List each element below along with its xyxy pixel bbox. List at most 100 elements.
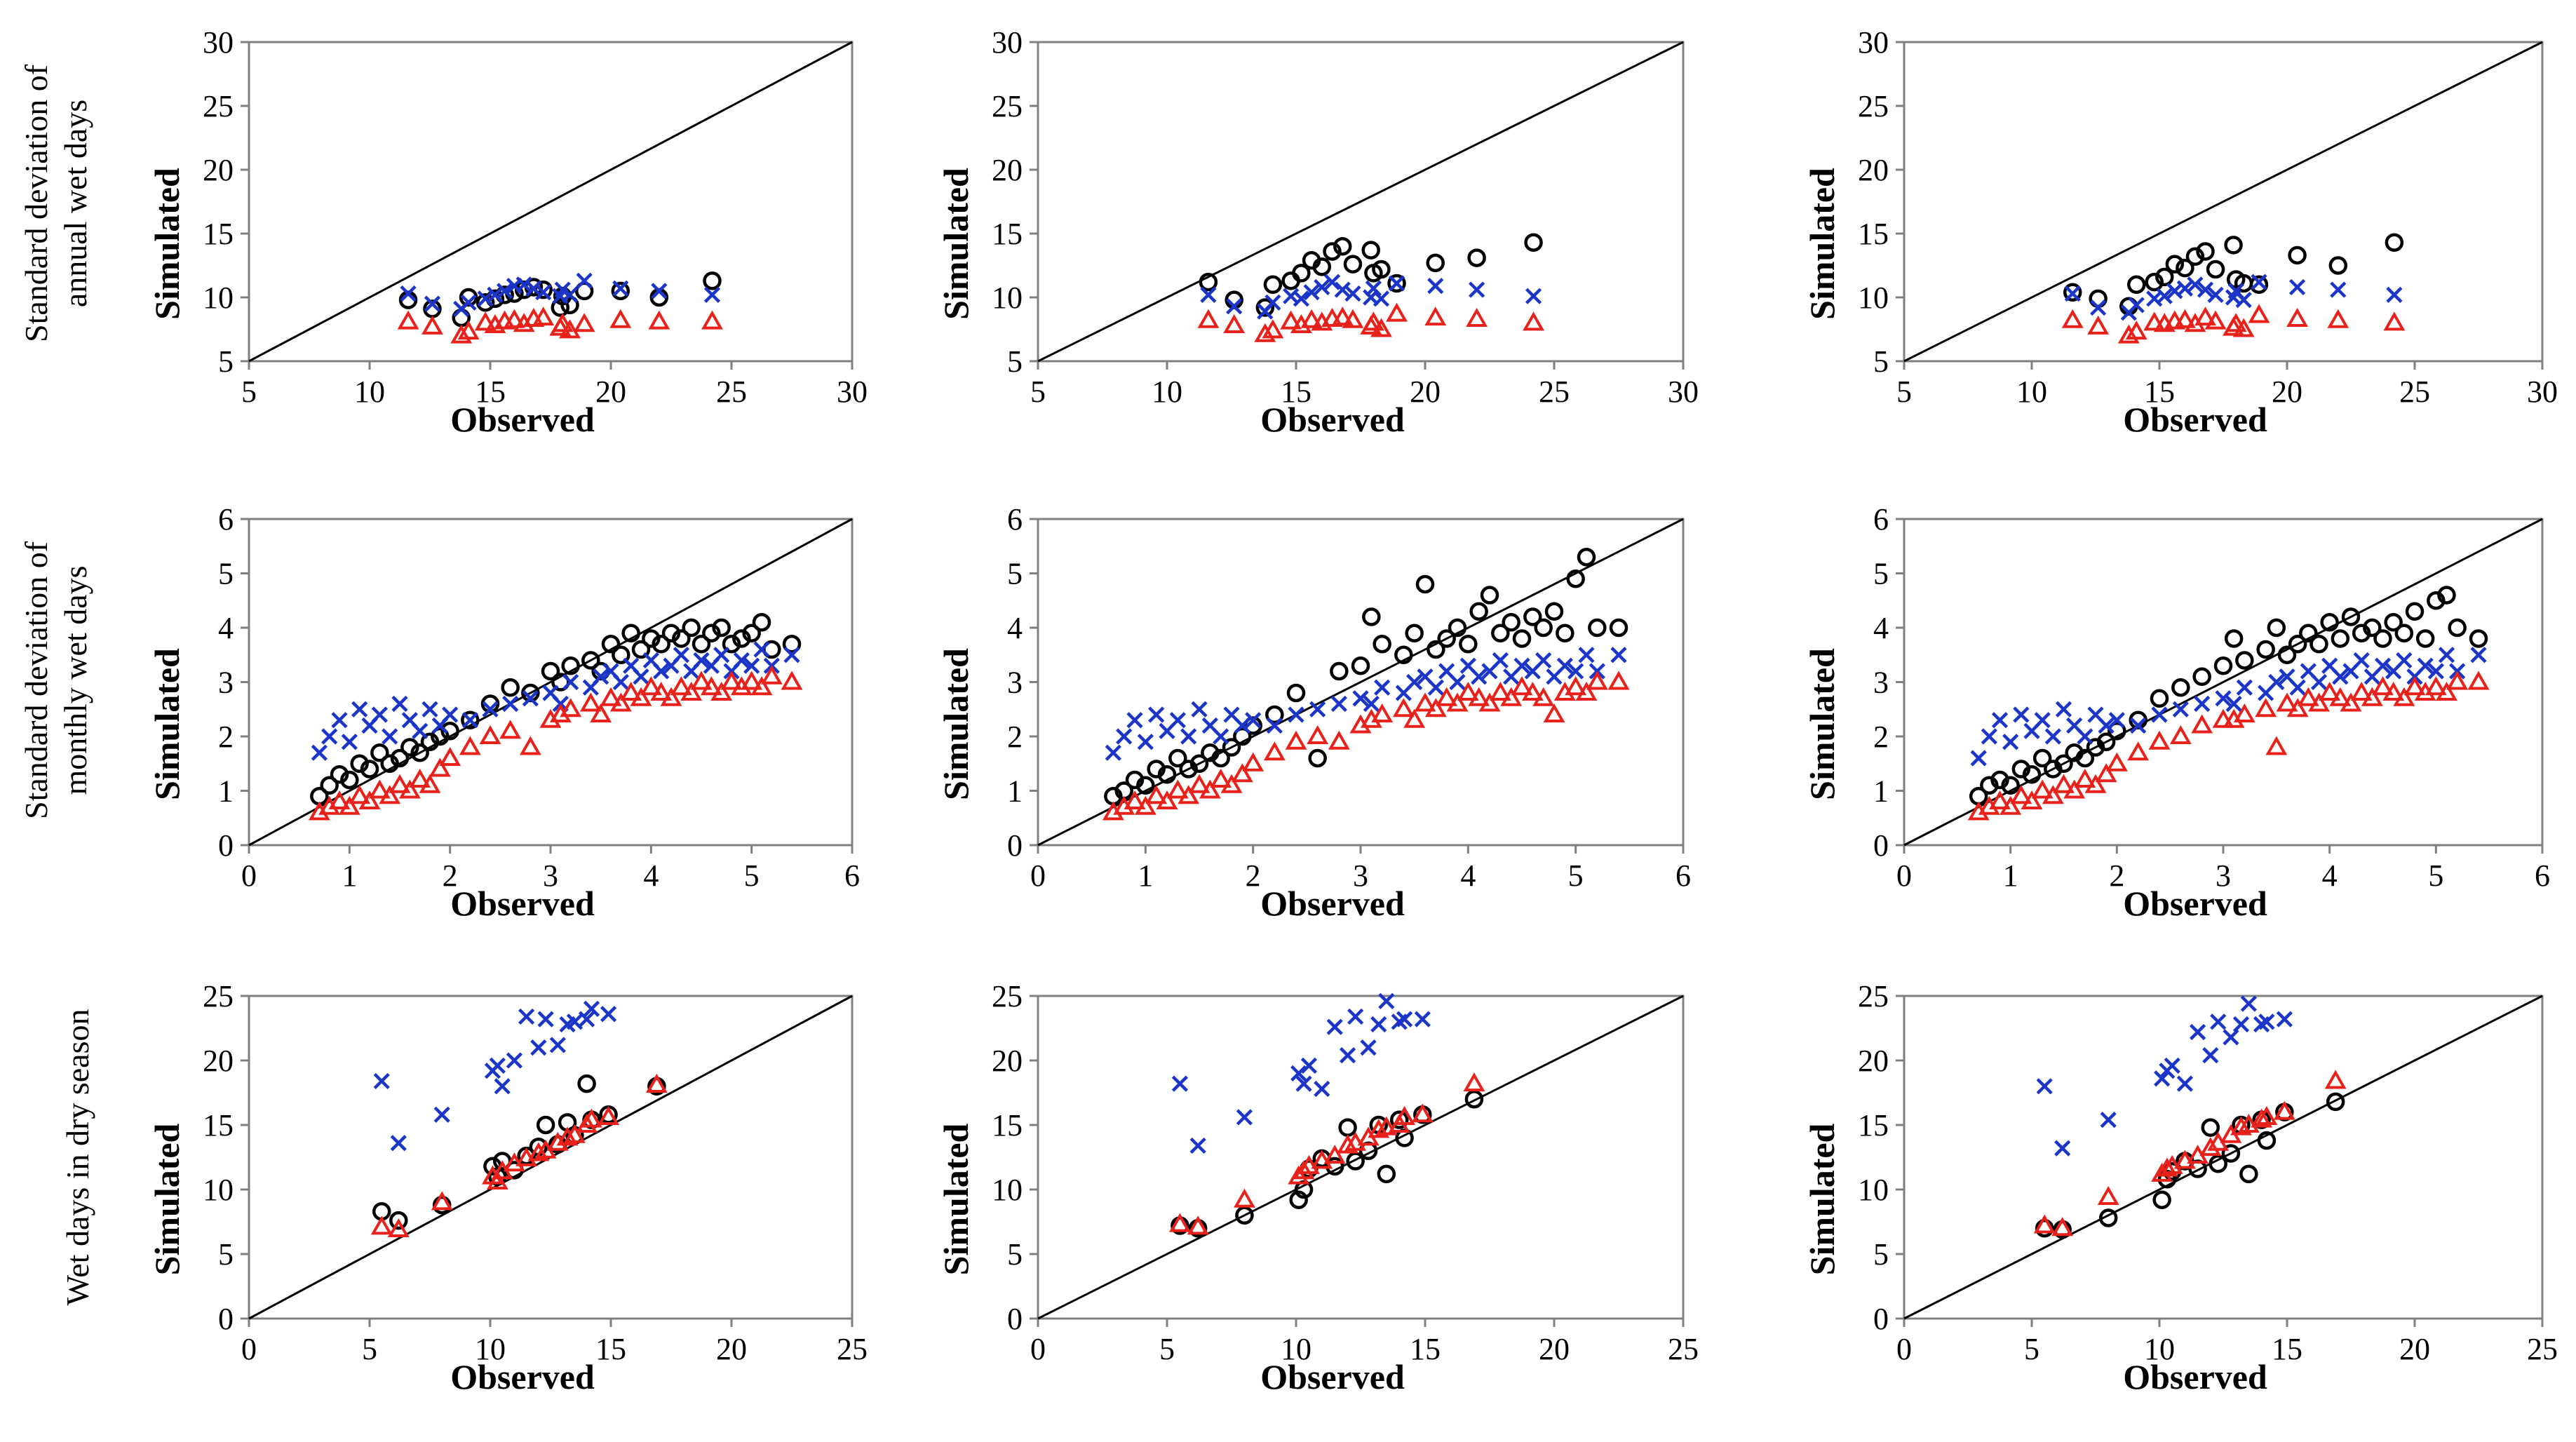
y-tick-label: 0 — [1873, 1302, 1889, 1336]
data-point-triangle — [2063, 779, 2086, 799]
data-point-cross — [2417, 657, 2434, 674]
y-tick-label: 6 — [1007, 502, 1023, 537]
x-tick-label: 15 — [1410, 1332, 1441, 1366]
data-point-cross — [1610, 647, 1627, 663]
data-point-triangle — [1466, 307, 1488, 327]
data-point-cross — [1427, 679, 1444, 696]
series-red-triangle — [2033, 1070, 2347, 1237]
data-point-triangle — [1607, 671, 1630, 690]
data-point-circle — [682, 618, 701, 638]
x-tick-label: 0 — [241, 1332, 257, 1366]
data-point-circle — [1448, 618, 1467, 638]
data-point-triangle — [640, 676, 662, 696]
data-point-cross — [1378, 992, 1395, 1009]
data-point-circle — [2192, 667, 2211, 686]
data-point-cross — [1303, 284, 1320, 301]
x-tick-label: 25 — [1539, 375, 1570, 409]
data-point-circle — [1265, 705, 1284, 725]
data-point-circle — [652, 635, 670, 654]
data-point-cross — [382, 728, 398, 745]
data-point-cross — [2077, 728, 2093, 745]
x-tick-label: 5 — [362, 1332, 377, 1366]
data-point-cross — [713, 647, 730, 663]
data-point-triangle — [2169, 725, 2192, 744]
data-point-triangle — [1463, 1072, 1485, 1092]
data-point-cross — [442, 706, 459, 723]
data-point-cross — [1471, 668, 1488, 685]
y-tick-label: 5 — [1007, 1237, 1023, 1272]
data-point-triangle — [1331, 306, 1354, 326]
data-point-cross — [612, 280, 629, 297]
y-axis-label: Simulated — [936, 168, 976, 320]
data-point-circle — [1469, 602, 1488, 621]
data-point-triangle — [1424, 698, 1447, 717]
x-tick-label: 4 — [1460, 858, 1476, 893]
data-point-triangle — [2204, 310, 2227, 330]
data-point-cross — [1245, 712, 1262, 729]
data-point-triangle — [1521, 681, 1544, 701]
data-point-cross — [1148, 706, 1165, 723]
data-point-cross — [412, 722, 429, 739]
y-tick-label: 25 — [203, 979, 234, 1013]
data-point-triangle — [1523, 311, 1545, 331]
data-point-circle — [536, 1115, 555, 1135]
data-point-triangle — [563, 1124, 586, 1143]
data-point-triangle — [1370, 318, 1392, 337]
x-tick-label: 20 — [595, 375, 626, 409]
data-point-cross — [497, 283, 513, 299]
data-point-cross — [522, 690, 539, 707]
data-point-cross — [1309, 701, 1326, 717]
data-point-circle — [2152, 1190, 2171, 1209]
data-point-triangle — [1293, 1160, 1315, 1180]
data-point-cross — [2207, 286, 2224, 303]
panels: 5 10 15 20 25 3051015202530ObservedSimulated5… — [147, 25, 2558, 1396]
y-tick-label: 3 — [218, 666, 234, 700]
data-point-triangle — [389, 774, 411, 793]
data-point-triangle — [645, 1073, 668, 1093]
data-point-triangle — [609, 309, 632, 328]
data-point-circle — [1480, 586, 1499, 605]
data-point-triangle — [513, 313, 535, 332]
data-point-cross — [1374, 679, 1391, 696]
x-tick-label: 30 — [1668, 375, 1699, 409]
data-point-triangle — [2191, 714, 2213, 734]
data-point-circle — [612, 645, 630, 664]
data-point-cross — [1449, 673, 1466, 691]
data-point-cross — [612, 673, 629, 691]
data-point-triangle — [379, 785, 401, 804]
data-point-cross — [494, 1078, 511, 1095]
data-point-cross — [2240, 995, 2257, 1012]
plot-frame — [1037, 41, 1685, 363]
data-point-circle — [1415, 574, 1435, 594]
x-tick-label: 5 — [1030, 375, 1046, 409]
data-point-cross — [2164, 1057, 2180, 1074]
data-point-triangle — [1446, 692, 1469, 712]
data-point-cross — [2215, 690, 2232, 707]
data-point-circle — [1312, 257, 1332, 276]
data-point-triangle — [398, 779, 421, 799]
series-red-triangle — [370, 1073, 668, 1238]
data-point-circle — [1524, 233, 1543, 252]
x-tick-label: 6 — [2535, 858, 2550, 893]
data-point-circle — [1609, 618, 1628, 638]
data-point-cross — [537, 1011, 554, 1027]
data-point-triangle — [600, 687, 622, 706]
data-point-triangle — [1262, 319, 1284, 339]
data-point-circle — [1343, 255, 1363, 274]
data-point-circle — [2385, 233, 2404, 252]
data-point-cross — [1347, 1008, 1364, 1025]
data-point-triangle — [2286, 307, 2309, 327]
panel-r2-c1: 0 1 2 3 4 5 6 0 1 2 3 4 5 6 Observed Simulated — [147, 502, 860, 923]
data-point-triangle — [781, 671, 803, 690]
data-point-circle — [1556, 624, 1574, 642]
x-tick-label: 6 — [1675, 858, 1691, 893]
data-point-circle — [2206, 260, 2225, 279]
y-axis-label: Simulated — [936, 648, 976, 800]
data-point-cross — [2235, 292, 2252, 309]
data-point-circle — [420, 732, 440, 751]
data-point-cross — [2098, 717, 2115, 734]
y-tick-label: 5 — [218, 344, 234, 379]
data-point-cross — [583, 1000, 600, 1017]
data-point-cross — [2154, 1070, 2171, 1087]
x-tick-label: 5 — [1896, 375, 1912, 409]
